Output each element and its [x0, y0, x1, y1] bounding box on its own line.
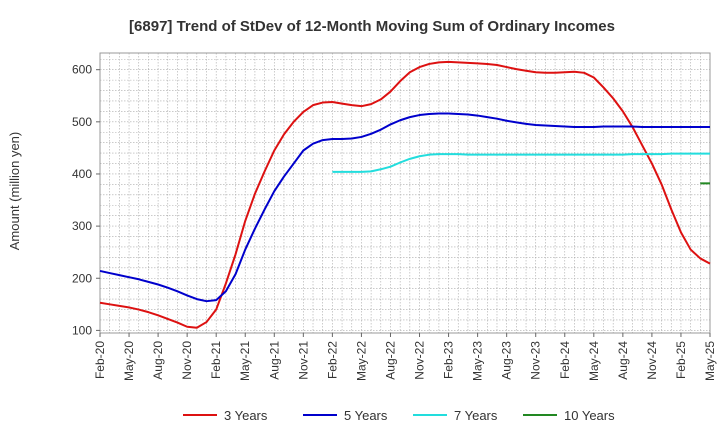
series-line-5-years	[99, 112, 710, 303]
series-layer	[99, 60, 711, 329]
y-tick-label: 300	[72, 219, 92, 233]
legend-label: 10 Years	[564, 408, 615, 423]
legend-label: 5 Years	[344, 408, 388, 423]
y-tick-label: 400	[72, 167, 92, 181]
x-tick-label: Aug-21	[267, 341, 281, 380]
y-axis-label: Amount (million yen)	[7, 132, 22, 251]
x-tick-label: Feb-23	[442, 341, 456, 379]
x-tick-label: Aug-20	[151, 341, 165, 380]
x-tick-label: May-23	[471, 341, 485, 381]
y-tick-label: 600	[72, 63, 92, 77]
x-tick-label: Nov-24	[645, 341, 659, 380]
y-tick-label: 200	[72, 271, 92, 285]
legend-label: 3 Years	[224, 408, 268, 423]
y-tick-label: 500	[72, 115, 92, 129]
grid	[100, 53, 710, 333]
x-tick-label: Feb-21	[209, 341, 223, 379]
x-tick-label: Feb-20	[93, 341, 107, 379]
y-axis-ticks: 100 200 300 400 500 600	[72, 63, 100, 337]
x-tick-label: May-25	[703, 341, 717, 381]
x-tick-label: May-24	[587, 341, 601, 381]
x-tick-label: Nov-21	[296, 341, 310, 380]
legend: 3 Years 5 Years 7 Years 10 Years	[183, 408, 615, 423]
x-tick-label: Aug-22	[383, 341, 397, 380]
x-tick-label: Nov-23	[529, 341, 543, 380]
legend-label: 7 Years	[454, 408, 498, 423]
x-tick-label: Feb-25	[674, 341, 688, 379]
x-tick-label: Aug-23	[500, 341, 514, 380]
x-tick-label: Aug-24	[616, 341, 630, 380]
x-axis-ticks: Feb-20 May-20 Aug-20 Nov-20 Feb-21 May-21 Aug-…	[93, 333, 717, 381]
chart-title: [6897] Trend of StDev of 12-Month Moving…	[129, 18, 615, 35]
x-tick-label: Nov-20	[180, 341, 194, 380]
x-tick-label: May-22	[354, 341, 368, 381]
x-tick-label: May-21	[238, 341, 252, 381]
y-tick-label: 100	[72, 323, 92, 337]
x-tick-label: Nov-22	[413, 341, 427, 380]
series-line-3-years	[99, 60, 711, 329]
series-line-7-years	[332, 152, 710, 173]
plot-frame	[99, 52, 711, 334]
x-tick-label: Feb-24	[558, 341, 572, 379]
x-tick-label: Feb-22	[325, 341, 339, 379]
x-tick-label: May-20	[122, 341, 136, 381]
